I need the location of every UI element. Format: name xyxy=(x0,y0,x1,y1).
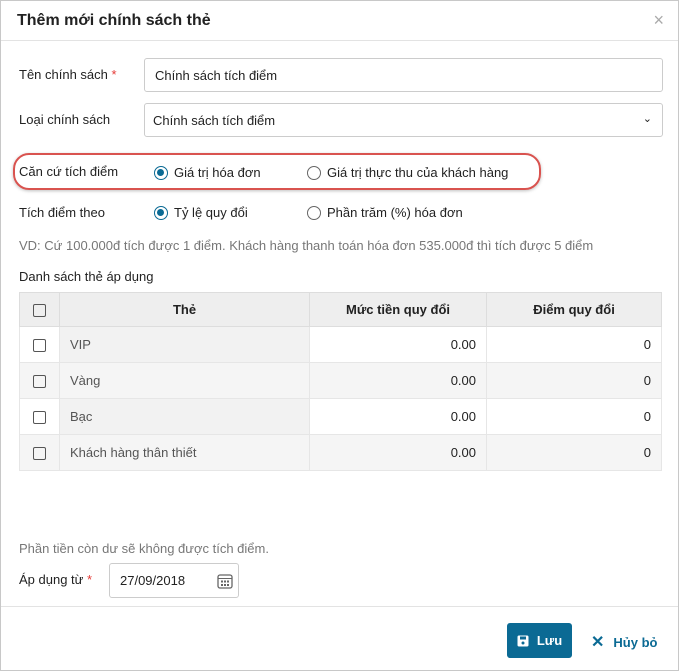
basis-label: Căn cứ tích điểm xyxy=(19,164,119,179)
card-name: Khách hàng thân thiết xyxy=(59,434,310,471)
points-input[interactable]: 0 xyxy=(486,362,662,399)
apply-from-label: Áp dụng từ * xyxy=(19,572,93,587)
table-row: Khách hàng thân thiết 0.00 0 xyxy=(19,434,662,471)
amount-input[interactable]: 0.00 xyxy=(309,434,487,471)
save-icon xyxy=(517,635,529,646)
amount-input[interactable]: 0.00 xyxy=(309,326,487,363)
card-list-label: Danh sách thẻ áp dụng xyxy=(19,269,154,284)
amount-input[interactable]: 0.00 xyxy=(309,398,487,435)
radio-unchecked-icon xyxy=(307,205,321,220)
policy-name-label: Tên chính sách * xyxy=(19,67,117,82)
radio-conversion-rate[interactable]: Tỷ lệ quy đổi xyxy=(154,205,248,220)
radio-invoice-value[interactable]: Giá trị hóa đơn xyxy=(154,165,261,180)
card-table: Thẻ Mức tiền quy đổi Điểm quy đổi VIP 0.0… xyxy=(19,292,662,471)
amount-input[interactable]: 0.00 xyxy=(309,362,487,399)
cancel-button[interactable]: ✕ Hủy bỏ xyxy=(591,634,658,651)
close-icon[interactable]: × xyxy=(653,10,664,30)
radio-unchecked-icon xyxy=(307,165,321,180)
dialog-header: Thêm mới chính sách thẻ × xyxy=(1,1,678,41)
chevron-down-icon: ⌄ xyxy=(642,113,652,125)
card-name: Vàng xyxy=(59,362,310,399)
accumulate-by-label: Tích điểm theo xyxy=(19,205,105,220)
remainder-note: Phần tiền còn dư sẽ không được tích điểm… xyxy=(19,541,269,556)
col-points: Điểm quy đổi xyxy=(486,292,662,327)
table-row: VIP 0.00 0 xyxy=(19,326,662,363)
radio-invoice-percent[interactable]: Phần trăm (%) hóa đơn xyxy=(307,205,463,220)
row-checkbox[interactable] xyxy=(33,375,46,389)
col-amount: Mức tiền quy đổi xyxy=(309,292,487,327)
points-input[interactable]: 0 xyxy=(486,434,662,471)
row-checkbox[interactable] xyxy=(33,411,46,425)
dialog-title: Thêm mới chính sách thẻ xyxy=(17,12,211,29)
points-input[interactable]: 0 xyxy=(486,398,662,435)
points-input[interactable]: 0 xyxy=(486,326,662,363)
save-button[interactable]: Lưu xyxy=(507,623,572,658)
card-name: VIP xyxy=(59,326,310,363)
example-note: VD: Cứ 100.000đ tích được 1 điểm. Khách … xyxy=(19,238,594,253)
row-checkbox[interactable] xyxy=(33,447,46,461)
table-row: Vàng 0.00 0 xyxy=(19,362,662,399)
policy-type-select[interactable]: Chính sách tích điểm ⌄ xyxy=(144,103,663,137)
radio-checked-icon xyxy=(154,205,168,220)
calendar-icon[interactable] xyxy=(217,573,233,589)
highlight-annotation xyxy=(13,153,541,190)
select-all-checkbox[interactable] xyxy=(33,304,46,318)
close-x-icon: ✕ xyxy=(591,634,605,651)
radio-actual-received[interactable]: Giá trị thực thu của khách hàng xyxy=(307,165,508,180)
row-checkbox[interactable] xyxy=(33,339,46,353)
col-card: Thẻ xyxy=(59,292,310,327)
apply-from-date-input[interactable]: 27/09/2018 xyxy=(109,563,239,598)
radio-checked-icon xyxy=(154,165,168,180)
table-row: Bạc 0.00 0 xyxy=(19,398,662,435)
card-name: Bạc xyxy=(59,398,310,435)
policy-name-input[interactable]: Chính sách tích điểm xyxy=(144,58,663,92)
footer-divider xyxy=(1,606,678,607)
policy-type-label: Loại chính sách xyxy=(19,112,111,127)
